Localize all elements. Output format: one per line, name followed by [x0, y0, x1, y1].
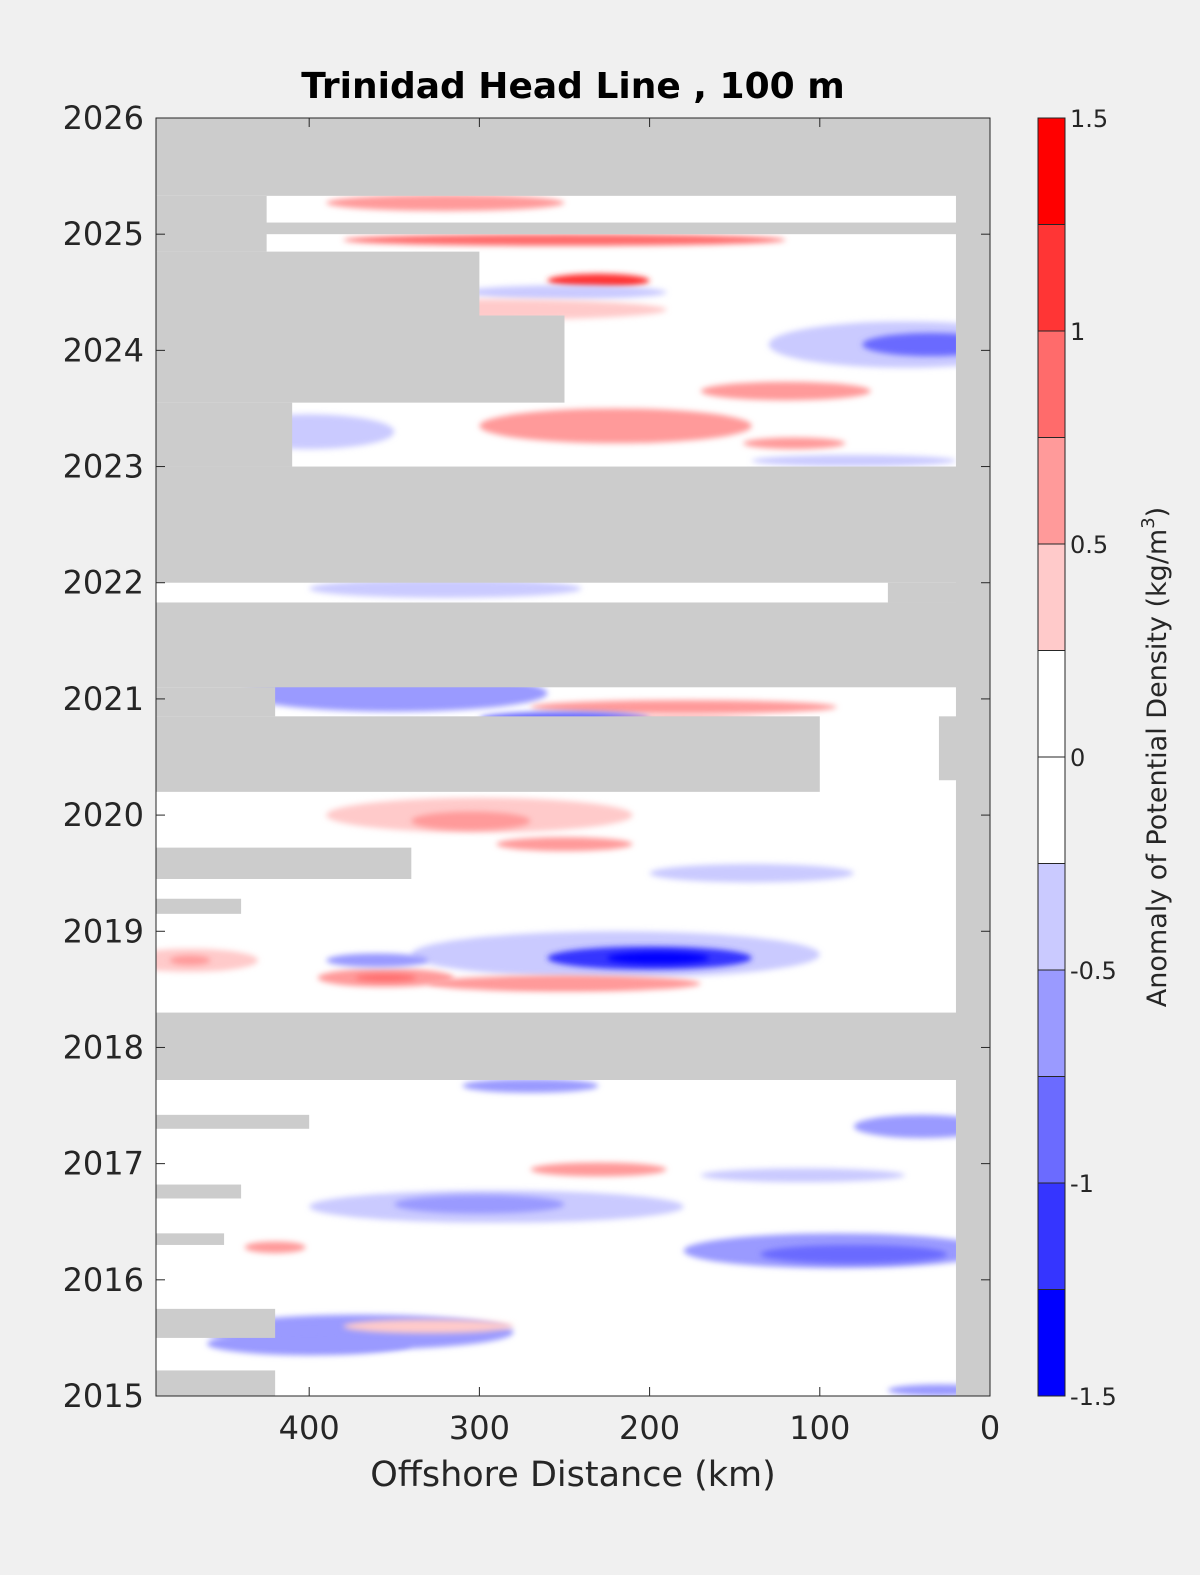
plot-frame — [155, 117, 991, 1397]
nodata-band — [156, 1233, 225, 1245]
x-tick-label: 0 — [980, 1409, 1000, 1447]
colorbar-frame — [1037, 117, 1066, 1397]
x-tick-label: 400 — [279, 1409, 340, 1447]
nodata-band — [156, 251, 480, 316]
anomaly-patch — [479, 408, 752, 444]
y-tick-label: 2026 — [63, 99, 144, 137]
nodata-band — [156, 118, 990, 196]
y-tick-label: 2021 — [63, 680, 144, 718]
plot-area — [156, 118, 990, 1396]
y-axis: 2015 2016 2017 2018 2019 2020 2021 2022 2023 2024… — [63, 99, 990, 1415]
nodata-band — [955, 118, 990, 1396]
colorbar-ticks: 1.5 1 0.5 0 -0.5 -1 -1.5 — [1070, 105, 1117, 1411]
nodata-band — [224, 222, 990, 235]
anomaly-patch — [649, 863, 854, 883]
anomaly-patch — [309, 579, 582, 598]
colorbar-tick-label: 0 — [1070, 744, 1085, 772]
colorbar-tick-label: -1.5 — [1070, 1383, 1117, 1411]
y-tick-label: 2024 — [63, 331, 144, 369]
colorbar-cell — [1038, 331, 1065, 438]
anomaly-patch — [547, 273, 650, 288]
colorbar-cell — [1038, 863, 1065, 970]
colorbar: 1.5 1 0.5 0 -0.5 -1 -1.5 Anomaly of Potential … — [1037, 105, 1173, 1411]
nodata-band — [156, 402, 293, 467]
anomaly-patch — [326, 194, 565, 211]
anomaly-patch — [462, 1078, 599, 1093]
anomaly-patch — [343, 234, 786, 246]
x-tick-label: 200 — [619, 1409, 680, 1447]
nodata-band — [156, 716, 820, 792]
anomaly-patch — [700, 381, 871, 401]
anomaly-patch — [411, 811, 531, 831]
anomaly-patch — [751, 454, 956, 467]
colorbar-cells — [1038, 117, 1065, 1396]
colorbar-cell — [1038, 544, 1065, 651]
anomaly-patch — [355, 974, 417, 982]
nodata-band — [156, 1370, 276, 1396]
anomaly-patch — [169, 955, 211, 965]
colorbar-cell — [1038, 118, 1065, 225]
colorbar-cell — [1038, 650, 1065, 757]
nodata-band — [156, 1184, 242, 1199]
colorbar-label: Anomaly of Potential Density (kg/m3) — [1138, 507, 1173, 1007]
anomaly-patch — [760, 1244, 948, 1264]
anomaly-patch — [700, 1168, 905, 1183]
anomaly-patch — [530, 1162, 667, 1177]
y-tick-label: 2018 — [63, 1028, 144, 1066]
nodata-band — [156, 898, 242, 914]
nodata-layer — [156, 118, 990, 1396]
anomaly-patch — [743, 437, 846, 450]
anomaly-patch — [607, 952, 710, 964]
anomaly-patch — [326, 953, 429, 968]
y-tick-label: 2022 — [63, 564, 144, 602]
y-tick-label: 2023 — [63, 448, 144, 486]
x-axis: 400 300 200 100 0 — [279, 118, 1000, 1447]
nodata-band — [156, 466, 990, 583]
colorbar-cell — [1038, 224, 1065, 331]
nodata-band — [156, 1308, 276, 1338]
anomaly-patch — [244, 1241, 306, 1254]
colorbar-cell — [1038, 1289, 1065, 1396]
colorbar-cell — [1038, 970, 1065, 1077]
y-tick-label: 2017 — [63, 1145, 144, 1183]
colorbar-tick-label: 1 — [1070, 318, 1085, 346]
anomaly-patch — [394, 1195, 565, 1214]
colorbar-tick-label: -0.5 — [1070, 957, 1117, 985]
colorbar-cell — [1038, 437, 1065, 544]
nodata-band — [156, 847, 412, 879]
y-tick-label: 2019 — [63, 912, 144, 950]
anomaly-layer — [156, 194, 990, 1396]
nodata-band — [156, 687, 276, 717]
y-tick-label: 2016 — [63, 1261, 144, 1299]
colorbar-tick-label: -1 — [1070, 1170, 1094, 1198]
y-tick-label: 2025 — [63, 215, 144, 253]
x-axis-label: Offshore Distance (km) — [370, 1455, 776, 1495]
anomaly-patch — [462, 285, 667, 300]
nodata-band — [156, 315, 565, 403]
colorbar-cell — [1038, 757, 1065, 864]
nodata-band — [156, 1012, 990, 1080]
chart-title: Trinidad Head Line , 100 m — [301, 66, 844, 107]
anomaly-patch — [343, 1319, 514, 1334]
colorbar-tick-label: 0.5 — [1070, 531, 1108, 559]
colorbar-cell — [1038, 1076, 1065, 1183]
nodata-band — [156, 1114, 310, 1129]
colorbar-cell — [1038, 1183, 1065, 1290]
anomaly-patch — [853, 1114, 990, 1139]
anomaly-patch — [496, 837, 633, 852]
y-tick-label: 2020 — [63, 796, 144, 834]
y-tick-label: 2015 — [63, 1377, 144, 1415]
x-tick-label: 300 — [449, 1409, 510, 1447]
anomaly-patch — [496, 980, 633, 988]
colorbar-tick-label: 1.5 — [1070, 105, 1108, 133]
nodata-band — [156, 602, 990, 688]
anomaly-patch — [530, 700, 837, 715]
x-tick-label: 100 — [789, 1409, 850, 1447]
